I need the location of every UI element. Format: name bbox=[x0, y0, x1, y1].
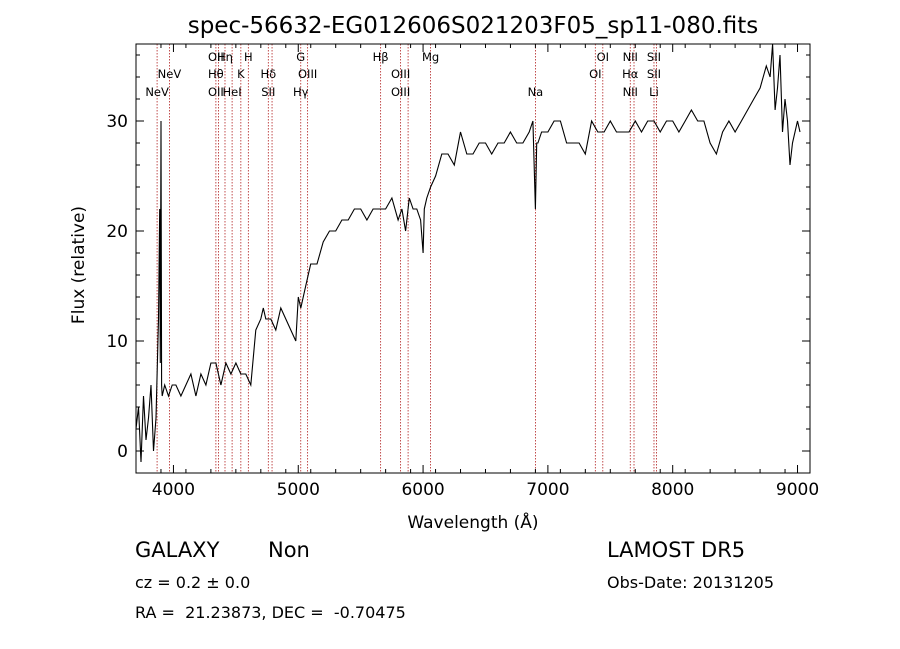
x-tick-label: 4000 bbox=[152, 480, 195, 500]
observation-date: Obs-Date: 20131205 bbox=[607, 573, 775, 592]
line-label: OII bbox=[208, 50, 224, 64]
plot-frame bbox=[135, 43, 811, 474]
line-label: NeV bbox=[145, 85, 169, 99]
emission-line-markers bbox=[156, 44, 657, 473]
y-axis-label: Flux (relative) bbox=[69, 206, 89, 324]
emission-line-labels: NeVNeVOIIHθOIIHηHeIKHHδSIIGHγOIIIHβOIIIO… bbox=[145, 50, 661, 99]
y-tick-label: 20 bbox=[106, 222, 128, 242]
line-label: Hα bbox=[622, 67, 639, 81]
line-label: NII bbox=[623, 85, 638, 99]
line-label: OIII bbox=[391, 85, 410, 99]
x-tick-label: 6000 bbox=[401, 480, 444, 500]
line-label: OIII bbox=[391, 67, 410, 81]
line-label: Mg bbox=[422, 50, 439, 64]
y-tick-label: 0 bbox=[117, 442, 128, 462]
line-label: Li bbox=[649, 85, 659, 99]
chart-title: spec-56632-EG012606S021203F05_sp11-080.f… bbox=[188, 13, 759, 39]
line-label: OI bbox=[597, 50, 609, 64]
survey-name: LAMOST DR5 bbox=[607, 538, 746, 562]
line-label: SII bbox=[647, 67, 661, 81]
spectrum-line bbox=[135, 43, 801, 463]
y-tick-label: 30 bbox=[106, 112, 128, 132]
object-subclass: Non bbox=[268, 538, 310, 562]
line-label: OI bbox=[589, 67, 601, 81]
line-label: NeV bbox=[158, 67, 182, 81]
x-tick-label: 7000 bbox=[526, 480, 569, 500]
line-label: Hγ bbox=[293, 85, 309, 99]
object-class: GALAXY bbox=[135, 538, 220, 562]
y-axis-ticks: 0 10 20 30 bbox=[106, 54, 810, 462]
line-label: SII bbox=[647, 50, 661, 64]
line-label: NII bbox=[623, 50, 638, 64]
x-tick-label: 9000 bbox=[776, 480, 819, 500]
x-axis-label: Wavelength (Å) bbox=[407, 511, 538, 533]
ra-dec: RA = 21.23873, DEC = -0.70475 bbox=[135, 603, 406, 622]
line-label: OIII bbox=[298, 67, 317, 81]
line-label: Hη bbox=[217, 50, 233, 64]
x-axis-ticks: 4000 5000 6000 7000 8000 9000 bbox=[135, 44, 819, 500]
line-label: Hθ bbox=[208, 67, 224, 81]
line-label: H bbox=[244, 50, 253, 64]
line-label: Na bbox=[528, 85, 544, 99]
line-label: Hδ bbox=[260, 67, 276, 81]
line-label: K bbox=[237, 67, 245, 81]
line-label: G bbox=[296, 50, 305, 64]
line-label: HeI bbox=[223, 85, 242, 99]
redshift-cz: cz = 0.2 ± 0.0 bbox=[135, 573, 251, 592]
line-label: OII bbox=[208, 85, 224, 99]
y-tick-label: 10 bbox=[106, 332, 128, 352]
x-tick-label: 8000 bbox=[651, 480, 694, 500]
line-label: Hβ bbox=[373, 50, 389, 64]
line-label: SII bbox=[261, 85, 275, 99]
x-tick-label: 5000 bbox=[277, 480, 320, 500]
